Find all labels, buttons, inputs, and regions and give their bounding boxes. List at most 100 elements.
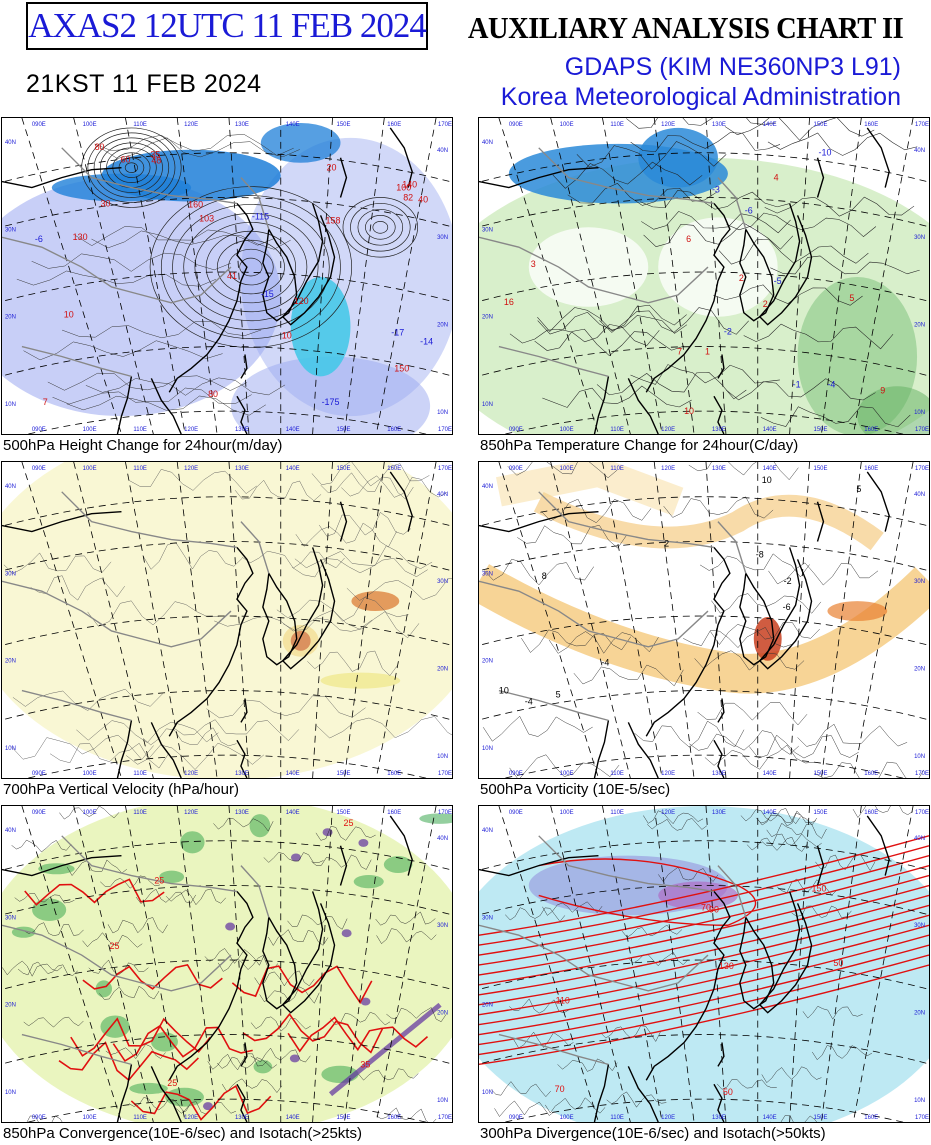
coastline	[816, 501, 825, 542]
contour-value-label: 10	[499, 686, 509, 696]
coastline	[627, 378, 659, 434]
vertical-velocity-shading	[320, 672, 401, 689]
convergence-shading	[32, 898, 67, 921]
longitude-label: 120E	[184, 466, 198, 472]
map-canvas: 090E 090E 100E 100E 110E 110E 120E 120E 130E 130E…	[479, 118, 929, 434]
country-border	[21, 689, 132, 722]
height-rise-shading	[260, 122, 341, 163]
vertical-velocity-contour	[295, 522, 397, 548]
country-border	[2, 580, 232, 648]
isotach-contour	[130, 1084, 272, 1121]
latitude-label: 30N	[482, 571, 493, 577]
longitude-gridline	[312, 806, 333, 1122]
coastline	[2, 510, 122, 533]
contour-value-label: 10	[684, 406, 694, 416]
temperature-contour	[743, 323, 894, 350]
wind-barb-field	[621, 924, 683, 938]
longitude-label: 100E	[560, 466, 574, 472]
coastline	[717, 1042, 725, 1067]
isotach-contour	[479, 914, 929, 1016]
coastline	[713, 739, 725, 778]
country-border	[240, 521, 270, 574]
ascent-core	[282, 624, 319, 657]
contour-value-label: 50	[833, 958, 843, 968]
country-border	[717, 865, 747, 918]
country-border	[717, 521, 747, 574]
longitude-gridline	[21, 462, 122, 778]
temperature-contour	[724, 118, 875, 141]
contour-value-label: 5	[556, 690, 561, 700]
isotach-contour	[479, 964, 929, 1066]
map-canvas: 090E 090E 100E 100E 110E 110E 120E 120E 130E 130E…	[2, 462, 452, 778]
longitude-gridline	[176, 118, 218, 434]
longitude-label: 120E	[661, 427, 675, 433]
coastline	[758, 547, 813, 670]
vertical-velocity-contour	[76, 720, 219, 743]
wind-barb-field	[88, 959, 149, 976]
longitude-label: 160E	[864, 771, 878, 777]
latitude-label: 20N	[5, 659, 16, 665]
wind-barb-field	[135, 888, 196, 904]
contour-value-label: 25	[167, 1078, 177, 1088]
isotach-contour	[70, 1017, 211, 1057]
agency-name: Korea Meteorological Administration	[500, 83, 901, 111]
wind-barb-field	[643, 810, 704, 825]
isotach-contour	[479, 934, 929, 1036]
coastline	[758, 891, 813, 1014]
isotach-contour	[242, 1012, 384, 1054]
contour-value-label: 50	[723, 1087, 733, 1097]
longitude-label: 120E	[661, 466, 675, 472]
height-contour	[93, 137, 170, 198]
latitude-label: 40N	[482, 828, 493, 834]
latitude-label: 10N	[437, 754, 448, 760]
longitude-label: 160E	[864, 122, 878, 128]
longitude-label: 110E	[133, 810, 147, 816]
wind-barb-field	[716, 1079, 777, 1090]
contour-value-label: 2	[763, 299, 768, 309]
contour-value-label: 30	[101, 198, 111, 208]
vertical-velocity-contour	[311, 462, 430, 487]
country-border	[61, 147, 238, 205]
longitude-label: 140E	[286, 466, 300, 472]
wind-barb-field	[100, 875, 161, 889]
convergence-maximum	[290, 853, 301, 862]
wind-barb-field	[812, 1045, 873, 1061]
vorticity-contour	[634, 720, 745, 748]
wind-barb-field	[490, 1081, 551, 1098]
caption-vorticity: 500hPa Vorticity (10E-5/sec)	[480, 781, 671, 798]
contour-value-label: 82	[403, 192, 413, 202]
latitude-gridline	[479, 690, 929, 721]
height-contour	[365, 215, 396, 240]
longitude-label: 130E	[712, 1115, 726, 1121]
height-contour	[16, 270, 217, 287]
country-border	[498, 345, 609, 378]
latitude-label: 20N	[437, 667, 448, 673]
coastline	[479, 854, 599, 877]
contour-value-label: 120	[294, 296, 309, 306]
coastline	[645, 547, 731, 737]
isotach-contour	[479, 864, 929, 966]
convergence-shading	[180, 831, 205, 854]
contour-value-label: 4	[774, 173, 779, 183]
longitude-label: 090E	[509, 466, 523, 472]
longitude-label: 150E	[337, 466, 351, 472]
temperature-change-shading	[857, 386, 929, 434]
convergence-shading	[38, 863, 75, 875]
temperature-contour	[552, 161, 703, 189]
longitude-label: 170E	[915, 466, 929, 472]
coastline	[739, 572, 775, 666]
contour-value-label: -5	[774, 276, 782, 286]
coastline	[150, 1066, 182, 1122]
country-border	[538, 147, 715, 205]
coastline	[717, 354, 725, 379]
longitude-label: 100E	[83, 427, 97, 433]
latitude-label: 30N	[437, 235, 448, 241]
vertical-velocity-shading	[2, 462, 452, 778]
longitude-label: 150E	[337, 771, 351, 777]
temperature-contour	[542, 385, 692, 408]
coastline	[281, 891, 336, 1014]
temperature-contour	[726, 212, 877, 238]
contour-value-label: 25	[110, 941, 120, 951]
country-border	[240, 177, 270, 230]
convergence-maximum	[360, 997, 371, 1006]
